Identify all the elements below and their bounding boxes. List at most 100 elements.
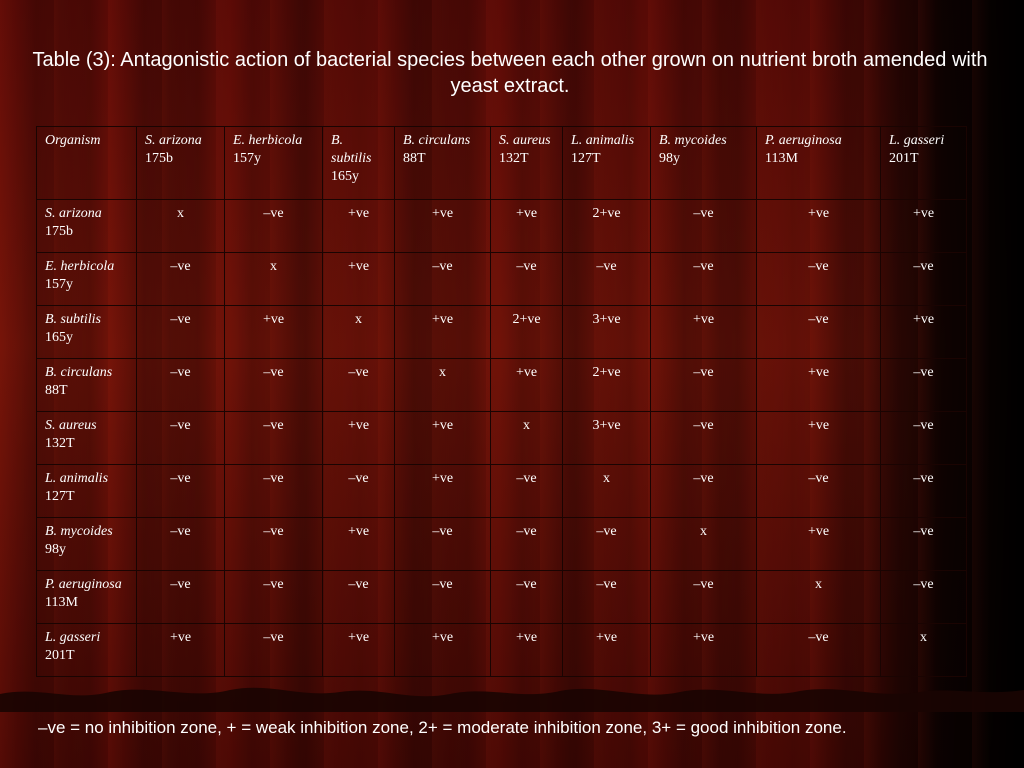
table-cell: +ve <box>224 305 323 359</box>
table-cell: –ve <box>136 517 225 571</box>
table-cell: +ve <box>756 517 881 571</box>
table-cell: –ve <box>880 517 967 571</box>
table-cell: +ve <box>322 623 395 677</box>
table-cell: +ve <box>394 623 491 677</box>
table-cell: +ve <box>322 517 395 571</box>
table-cell: +ve <box>394 199 491 253</box>
table-cell: +ve <box>490 358 563 412</box>
table-cell: 3+ve <box>562 411 651 465</box>
table-cell: –ve <box>224 199 323 253</box>
table-cell: x <box>490 411 563 465</box>
table-cell: x <box>394 358 491 412</box>
table-cell: +ve <box>322 252 395 306</box>
row-header: P. aeruginosa 113M <box>36 570 137 624</box>
table-cell: +ve <box>880 199 967 253</box>
table-cell: –ve <box>490 570 563 624</box>
slide-title: Table (3): Antagonistic action of bacter… <box>32 49 988 97</box>
column-header: L. gasseri 201T <box>880 126 967 200</box>
table-cell: +ve <box>756 199 881 253</box>
table-cell: –ve <box>880 464 967 518</box>
table-cell: –ve <box>322 464 395 518</box>
table-cell: +ve <box>490 199 563 253</box>
table-cell: –ve <box>880 570 967 624</box>
table-cell: –ve <box>224 570 323 624</box>
table-cell: +ve <box>562 623 651 677</box>
table-row: B. mycoides 98y –ve –ve +ve –ve –ve –ve x… <box>36 517 967 571</box>
table-cell: –ve <box>224 464 323 518</box>
table-cell: +ve <box>650 305 757 359</box>
table-cell: x <box>136 199 225 253</box>
table-cell: x <box>756 570 881 624</box>
table-cell: –ve <box>224 411 323 465</box>
table-cell: –ve <box>394 570 491 624</box>
table-cell: –ve <box>562 570 651 624</box>
table-cell: –ve <box>322 570 395 624</box>
table-cell: –ve <box>650 199 757 253</box>
table-cell: –ve <box>490 517 563 571</box>
table-cell: +ve <box>756 358 881 412</box>
table-cell: –ve <box>490 252 563 306</box>
table-cell: –ve <box>136 570 225 624</box>
column-header: B. subtilis 165y <box>322 126 395 200</box>
table-cell: –ve <box>136 305 225 359</box>
table-cell: –ve <box>756 252 881 306</box>
table-row: E. herbicola 157y –ve x +ve –ve –ve –ve –… <box>36 252 967 306</box>
row-header: L. animalis 127T <box>36 464 137 518</box>
table-cell: –ve <box>650 358 757 412</box>
column-header: P. aeruginosa 113M <box>756 126 881 200</box>
row-header: L. gasseri 201T <box>36 623 137 677</box>
table-cell: –ve <box>136 252 225 306</box>
table-cell: +ve <box>394 464 491 518</box>
table-row: L. animalis 127T –ve –ve –ve +ve –ve x –v… <box>36 464 967 518</box>
table-cell: –ve <box>136 411 225 465</box>
table-cell: 3+ve <box>562 305 651 359</box>
table-cell: –ve <box>650 411 757 465</box>
table-cell: –ve <box>756 464 881 518</box>
table-row: L. gasseri 201T +ve –ve +ve +ve +ve +ve +… <box>36 623 967 677</box>
table-cell: –ve <box>394 517 491 571</box>
table-cell: –ve <box>224 517 323 571</box>
column-header: L. animalis 127T <box>562 126 651 200</box>
table-cell: –ve <box>136 464 225 518</box>
row-header: B. circulans 88T <box>36 358 137 412</box>
table-cell: –ve <box>562 517 651 571</box>
table-cell: +ve <box>650 623 757 677</box>
table-cell: –ve <box>562 252 651 306</box>
column-header: B. mycoides 98y <box>650 126 757 200</box>
row-header: S. aureus 132T <box>36 411 137 465</box>
table-cell: –ve <box>880 411 967 465</box>
table-cell: –ve <box>650 570 757 624</box>
table-cell: –ve <box>650 252 757 306</box>
column-header: E. herbicola 157y <box>224 126 323 200</box>
table-cell: –ve <box>756 623 881 677</box>
antagonism-table: Organism S. arizona 175b E. herbicola 157y… <box>36 126 967 677</box>
table-cell: +ve <box>322 411 395 465</box>
legend-footnote: –ve = no inhibition zone, + = weak inhib… <box>38 718 847 737</box>
table-cell: +ve <box>322 199 395 253</box>
table-cell: x <box>322 305 395 359</box>
table-cell: x <box>880 623 967 677</box>
table-row: B. circulans 88T –ve –ve –ve x +ve 2+ve –… <box>36 358 967 412</box>
table-row: B. subtilis 165y –ve +ve x +ve 2+ve 3+ve … <box>36 305 967 359</box>
table-cell: x <box>650 517 757 571</box>
table-cell: –ve <box>650 464 757 518</box>
table-cell: 2+ve <box>490 305 563 359</box>
table-cell: –ve <box>756 305 881 359</box>
column-header: S. arizona 175b <box>136 126 225 200</box>
table-cell: 2+ve <box>562 199 651 253</box>
table-cell: x <box>562 464 651 518</box>
table-cell: +ve <box>394 411 491 465</box>
table-row: P. aeruginosa 113M –ve –ve –ve –ve –ve –v… <box>36 570 967 624</box>
table-cell: +ve <box>756 411 881 465</box>
table-row: S. arizona 175b x –ve +ve +ve +ve 2+ve –v… <box>36 199 967 253</box>
table-cell: –ve <box>322 358 395 412</box>
table-row: S. aureus 132T –ve –ve +ve +ve x 3+ve –ve… <box>36 411 967 465</box>
column-header: S. aureus 132T <box>490 126 563 200</box>
table-cell: +ve <box>136 623 225 677</box>
table-cell: –ve <box>224 623 323 677</box>
table-cell: +ve <box>880 305 967 359</box>
table-cell: +ve <box>490 623 563 677</box>
row-header: B. subtilis 165y <box>36 305 137 359</box>
table-cell: –ve <box>136 358 225 412</box>
row-header: B. mycoides 98y <box>36 517 137 571</box>
